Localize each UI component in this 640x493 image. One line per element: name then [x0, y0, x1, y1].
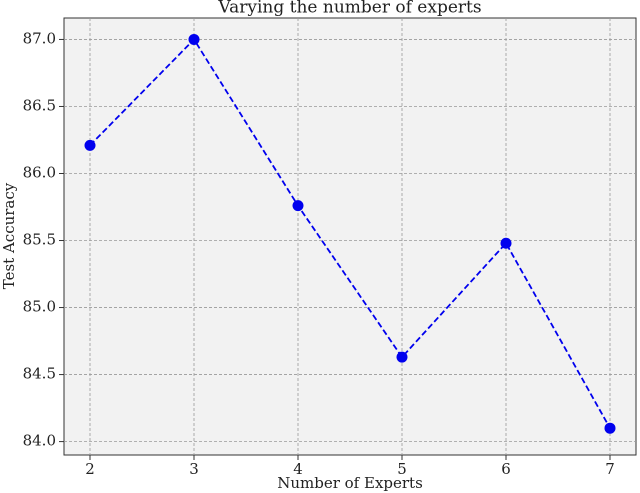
marker [604, 422, 616, 434]
y-tick-label: 85.5 [23, 231, 56, 249]
x-tick-label: 4 [293, 460, 303, 478]
marker [292, 200, 304, 212]
marker [188, 33, 200, 45]
x-tick-label: 7 [605, 460, 615, 478]
y-tick-label: 87.0 [23, 29, 56, 47]
y-axis-label: Test Accuracy [0, 182, 18, 289]
x-tick-label: 3 [189, 460, 199, 478]
x-axis-label: Number of Experts [277, 474, 423, 492]
x-tick-label: 2 [85, 460, 95, 478]
y-tick-label: 86.5 [23, 96, 56, 114]
line [89, 38, 611, 429]
x-tick-label: 5 [397, 460, 407, 478]
plot-area [63, 17, 637, 456]
chart-title: Varying the number of experts [217, 0, 481, 18]
marker [84, 139, 96, 151]
marker [500, 237, 512, 249]
y-tick-label: 84.0 [23, 432, 56, 450]
y-tick-label: 85.0 [23, 298, 56, 316]
y-tick-label: 86.0 [23, 163, 56, 181]
x-tick-label: 6 [501, 460, 511, 478]
marker [396, 351, 408, 363]
y-tick-label: 84.5 [23, 365, 56, 383]
